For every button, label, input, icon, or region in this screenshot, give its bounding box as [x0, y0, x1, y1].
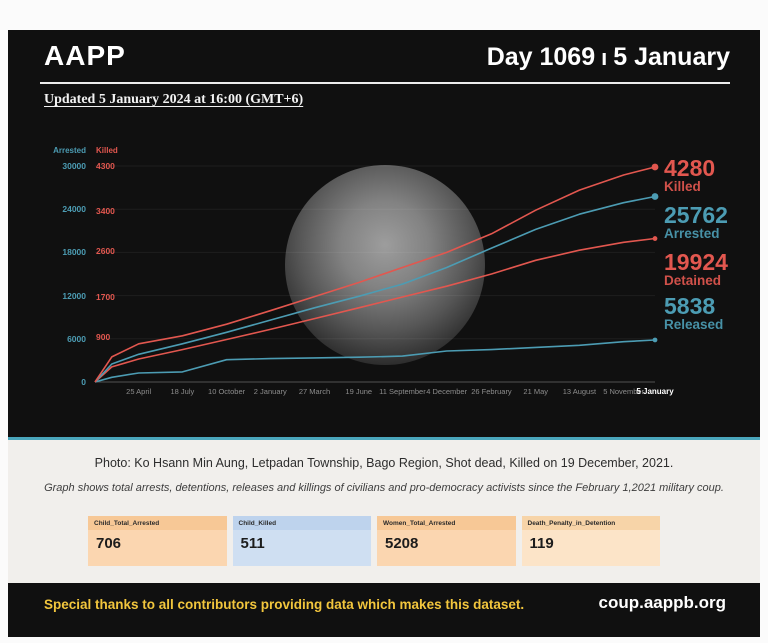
stat-detained: 19924 Detained — [664, 250, 758, 289]
series-line-killed — [94, 166, 656, 383]
series-endpoint-arrested — [651, 193, 659, 200]
summary-box-value: 706 — [96, 535, 122, 552]
y-tick-arrested: 12000 — [62, 290, 86, 301]
y-tick-arrested: 6000 — [67, 333, 86, 344]
y-tick-killed: 1700 — [96, 291, 115, 302]
line-chart — [94, 163, 659, 383]
date-label: 5 January — [613, 43, 730, 71]
stat-label: Killed — [664, 179, 701, 195]
x-tick: 5 November — [603, 387, 645, 396]
summary-box-value: 119 — [529, 535, 554, 552]
stat-label: Released — [664, 317, 724, 333]
x-tick: 18 July — [170, 387, 195, 396]
header: AAPP Day 1069 ı 5 January — [44, 40, 730, 72]
stat-arrested: 25762 Arrested — [664, 203, 758, 242]
infographic-card: AAPP Day 1069 ı 5 January Updated 5 Januar… — [8, 30, 760, 637]
x-tick: 11 September — [379, 387, 426, 396]
series-line-arrested — [94, 195, 656, 383]
x-tick: 4 December — [426, 387, 468, 396]
series-endpoint-detained — [652, 236, 658, 241]
series-endpoint-killed — [651, 163, 659, 171]
y-tick-killed: 4300 — [96, 161, 115, 171]
summary-box-child-total-arrested: Child_Total_Arrested 706 — [88, 516, 227, 566]
x-tick: 5 January — [636, 387, 674, 396]
x-tick: 27 March — [298, 387, 331, 396]
photo-caption: Photo: Ko Hsann Min Aung, Letpadan Towns… — [94, 456, 674, 470]
day-counter: Day 1069 ı 5 January — [487, 43, 730, 72]
day-label: Day 1069 — [486, 43, 596, 71]
summary-box-label: Child_Total_Arrested — [88, 516, 227, 530]
x-tick: 21 May — [523, 387, 549, 396]
series-line-detained — [94, 237, 656, 383]
killed-axis-label: Killed — [96, 146, 118, 155]
stat-killed: 4280 Killed — [664, 156, 758, 195]
section-divider — [8, 437, 760, 440]
x-tick: 10 October — [208, 387, 246, 396]
y-tick-arrested: 24000 — [62, 204, 86, 215]
summary-box-value: 511 — [240, 535, 265, 552]
y-tick-killed: 2600 — [96, 246, 115, 257]
stat-value: 25762 — [664, 202, 728, 228]
x-tick: 26 February — [471, 387, 512, 396]
summary-box-label: Child_Killed — [232, 516, 371, 530]
x-tick: 13 August — [562, 387, 597, 396]
summary-boxes: Child_Total_Arrested 706 Child_Killed 511 Wo… — [88, 516, 660, 566]
y-tick-arrested: 18000 — [62, 247, 86, 258]
caption-section: Photo: Ko Hsann Min Aung, Letpadan Towns… — [8, 440, 760, 583]
graph-note: Graph shows total arrests, detentions, r… — [44, 482, 724, 494]
y-tick-killed: 3400 — [96, 206, 115, 217]
stat-label: Detained — [664, 273, 722, 289]
summary-box-death-penalty-in-detention: Death_Penalty_in_Detention 119 — [521, 516, 660, 566]
arrested-axis-label: Arrested — [53, 146, 86, 155]
summary-box-label: Death_Penalty_in_Detention — [521, 516, 660, 530]
summary-box-value: 5208 — [385, 535, 419, 552]
y-tick-arrested: 0 — [81, 377, 86, 387]
summary-box-label: Women_Total_Arrested — [377, 516, 516, 530]
stat-value: 5838 — [664, 293, 716, 319]
series-line-released — [94, 339, 656, 383]
stat-value: 4280 — [664, 155, 716, 181]
footer-thanks-text: Special thanks to all contributors provi… — [44, 597, 525, 612]
header-divider — [40, 82, 730, 84]
x-tick: 25 April — [126, 387, 152, 396]
day-date-separator: ı — [601, 45, 608, 70]
summary-box-child-killed: Child_Killed 511 — [232, 516, 371, 566]
series-endpoint-released — [652, 337, 658, 343]
stat-value: 19924 — [664, 249, 728, 275]
stat-released: 5838 Released — [664, 294, 758, 333]
x-tick: 2 January — [253, 387, 287, 396]
stat-label: Arrested — [664, 226, 720, 242]
x-tick: 19 June — [345, 387, 373, 396]
updated-timestamp: Updated 5 January 2024 at 16:00 (GMT+6) — [44, 92, 304, 107]
y-tick-killed: 900 — [96, 331, 111, 342]
footer-site-url: coup.aappb.org — [598, 593, 727, 612]
y-tick-arrested: 30000 — [62, 161, 86, 171]
brand-logo: AAPP — [44, 40, 126, 71]
summary-box-women-total-arrested: Women_Total_Arrested 5208 — [377, 516, 516, 566]
